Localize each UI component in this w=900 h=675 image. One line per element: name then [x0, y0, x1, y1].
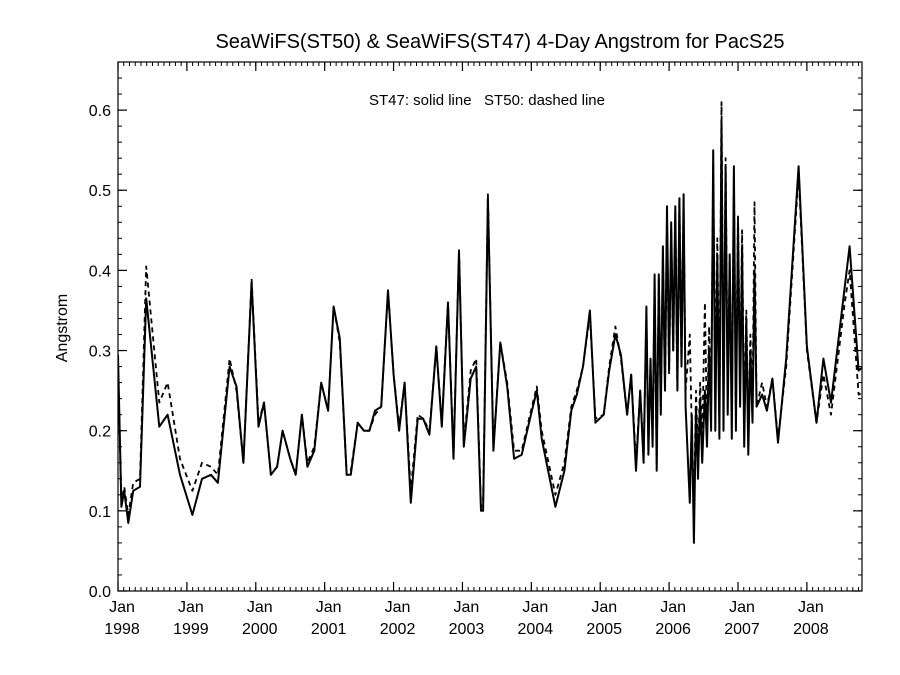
y-tick-label: 0.0	[89, 584, 111, 601]
series-line-st50	[118, 101, 862, 516]
y-tick-label: 0.4	[89, 263, 111, 280]
x-tick-label-year: 2006	[655, 621, 691, 638]
y-axis-label: Angstrom	[54, 294, 71, 362]
y-tick-label: 0.3	[89, 344, 111, 361]
x-tick-label-year: 2005	[586, 621, 622, 638]
x-tick-label-month: Jan	[660, 599, 686, 616]
x-tick-label-year: 2007	[724, 621, 760, 638]
x-tick-label-year: 1998	[104, 621, 140, 638]
y-tick-label: 0.2	[89, 424, 111, 441]
plot-frame	[117, 61, 863, 592]
x-tick-label-month: Jan	[522, 599, 548, 616]
x-tick-label-year: 2000	[242, 621, 278, 638]
y-tick-label: 0.5	[89, 183, 111, 200]
x-tick-label-month: Jan	[316, 599, 342, 616]
x-tick-label-month: Jan	[729, 599, 755, 616]
x-tick-label-year: 2001	[311, 621, 347, 638]
x-tick-label-month: Jan	[178, 599, 204, 616]
series-line-st47	[118, 121, 862, 544]
x-tick-label-month: Jan	[798, 599, 824, 616]
chart-annotation: ST47: solid line ST50: dashed line	[369, 92, 605, 109]
x-tick-label-month: Jan	[591, 599, 617, 616]
series-group	[118, 101, 862, 544]
plot-area: 0.0 0.1 0.2 0.3 0.4 0.5 0.6 Jan 1998 Jan 1999 Jan 20…	[89, 61, 863, 638]
x-tick-label-month: Jan	[454, 599, 480, 616]
y-tick-label: 0.6	[89, 103, 111, 120]
x-tick-label-year: 2008	[793, 621, 829, 638]
x-tick-label-month: Jan	[109, 599, 135, 616]
x-tick-label-month: Jan	[247, 599, 273, 616]
x-tick-label-year: 2002	[380, 621, 416, 638]
x-tick-label-month: Jan	[385, 599, 411, 616]
x-tick-label-year: 1999	[173, 621, 209, 638]
y-tick-label: 0.1	[89, 504, 111, 521]
x-tick-label-year: 2004	[518, 621, 554, 638]
x-tick-label-year: 2003	[449, 621, 485, 638]
chart-title: SeaWiFS(ST50) & SeaWiFS(ST47) 4-Day Angs…	[215, 31, 784, 53]
